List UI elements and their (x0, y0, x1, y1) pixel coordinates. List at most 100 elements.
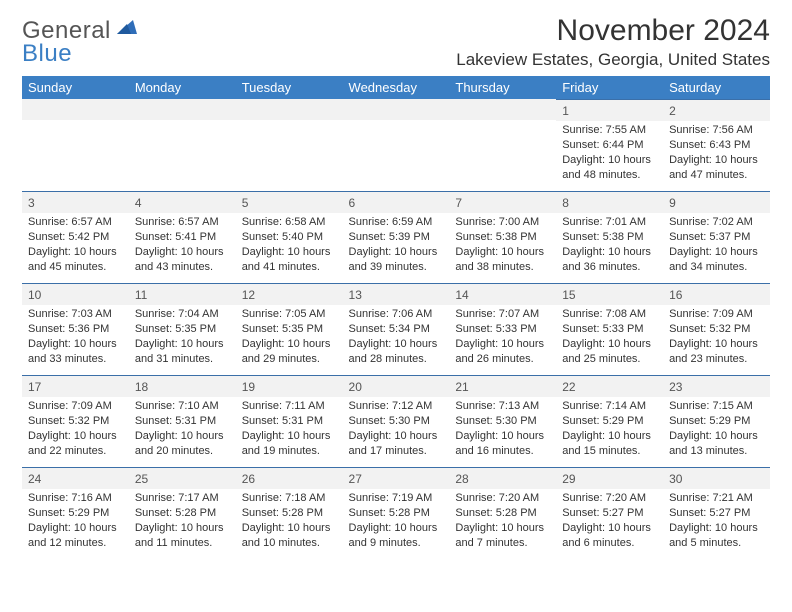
day-number: 5 (236, 191, 343, 213)
day-number-empty (22, 99, 129, 120)
location-text: Lakeview Estates, Georgia, United States (456, 50, 770, 70)
sunset-line: Sunset: 5:27 PM (669, 506, 764, 521)
sunset-line: Sunset: 5:40 PM (242, 230, 337, 245)
day-number: 2 (663, 99, 770, 121)
logo-word-blue: Blue (22, 43, 137, 66)
daylight-line: Daylight: 10 hours and 34 minutes. (669, 245, 764, 275)
daylight-line: Daylight: 10 hours and 9 minutes. (349, 521, 444, 551)
calendar-page: General Blue November 2024 Lakeview Esta… (0, 0, 792, 559)
sunset-line: Sunset: 5:35 PM (242, 322, 337, 337)
sunset-line: Sunset: 5:28 PM (349, 506, 444, 521)
day-number: 21 (449, 375, 556, 397)
sunset-line: Sunset: 5:33 PM (455, 322, 550, 337)
day-number: 24 (22, 467, 129, 489)
sunrise-line: Sunrise: 7:17 AM (135, 491, 230, 506)
day-details: Sunrise: 7:13 AMSunset: 5:30 PMDaylight:… (449, 397, 556, 462)
sunset-line: Sunset: 5:32 PM (669, 322, 764, 337)
sunrise-line: Sunrise: 7:08 AM (562, 307, 657, 322)
sunrise-line: Sunrise: 6:57 AM (135, 215, 230, 230)
day-details: Sunrise: 6:57 AMSunset: 5:42 PMDaylight:… (22, 213, 129, 278)
day-number: 20 (343, 375, 450, 397)
sunrise-line: Sunrise: 7:02 AM (669, 215, 764, 230)
calendar-cell (449, 99, 556, 191)
daylight-line: Daylight: 10 hours and 11 minutes. (135, 521, 230, 551)
calendar-week: 1Sunrise: 7:55 AMSunset: 6:44 PMDaylight… (22, 99, 770, 191)
calendar-cell: 2Sunrise: 7:56 AMSunset: 6:43 PMDaylight… (663, 99, 770, 191)
daylight-line: Daylight: 10 hours and 45 minutes. (28, 245, 123, 275)
sunrise-line: Sunrise: 7:00 AM (455, 215, 550, 230)
day-number: 9 (663, 191, 770, 213)
sunset-line: Sunset: 5:38 PM (455, 230, 550, 245)
daylight-line: Daylight: 10 hours and 13 minutes. (669, 429, 764, 459)
daylight-line: Daylight: 10 hours and 5 minutes. (669, 521, 764, 551)
day-details: Sunrise: 7:03 AMSunset: 5:36 PMDaylight:… (22, 305, 129, 370)
day-number: 11 (129, 283, 236, 305)
day-details: Sunrise: 7:19 AMSunset: 5:28 PMDaylight:… (343, 489, 450, 554)
sunrise-line: Sunrise: 7:20 AM (562, 491, 657, 506)
calendar-cell: 11Sunrise: 7:04 AMSunset: 5:35 PMDayligh… (129, 283, 236, 375)
calendar-cell: 21Sunrise: 7:13 AMSunset: 5:30 PMDayligh… (449, 375, 556, 467)
sunset-line: Sunset: 5:38 PM (562, 230, 657, 245)
day-number: 10 (22, 283, 129, 305)
calendar-week: 17Sunrise: 7:09 AMSunset: 5:32 PMDayligh… (22, 375, 770, 467)
day-details: Sunrise: 7:14 AMSunset: 5:29 PMDaylight:… (556, 397, 663, 462)
col-wednesday: Wednesday (343, 76, 450, 99)
day-details: Sunrise: 7:06 AMSunset: 5:34 PMDaylight:… (343, 305, 450, 370)
day-number: 30 (663, 467, 770, 489)
calendar-cell: 13Sunrise: 7:06 AMSunset: 5:34 PMDayligh… (343, 283, 450, 375)
day-details: Sunrise: 7:56 AMSunset: 6:43 PMDaylight:… (663, 121, 770, 186)
calendar-cell: 12Sunrise: 7:05 AMSunset: 5:35 PMDayligh… (236, 283, 343, 375)
calendar-cell: 14Sunrise: 7:07 AMSunset: 5:33 PMDayligh… (449, 283, 556, 375)
daylight-line: Daylight: 10 hours and 6 minutes. (562, 521, 657, 551)
calendar-table: Sunday Monday Tuesday Wednesday Thursday… (22, 76, 770, 559)
sunset-line: Sunset: 5:28 PM (455, 506, 550, 521)
day-details: Sunrise: 7:07 AMSunset: 5:33 PMDaylight:… (449, 305, 556, 370)
day-number: 27 (343, 467, 450, 489)
daylight-line: Daylight: 10 hours and 10 minutes. (242, 521, 337, 551)
calendar-week: 3Sunrise: 6:57 AMSunset: 5:42 PMDaylight… (22, 191, 770, 283)
day-details: Sunrise: 7:21 AMSunset: 5:27 PMDaylight:… (663, 489, 770, 554)
calendar-cell: 9Sunrise: 7:02 AMSunset: 5:37 PMDaylight… (663, 191, 770, 283)
calendar-cell: 19Sunrise: 7:11 AMSunset: 5:31 PMDayligh… (236, 375, 343, 467)
day-number: 19 (236, 375, 343, 397)
daylight-line: Daylight: 10 hours and 48 minutes. (562, 153, 657, 183)
sunrise-line: Sunrise: 7:01 AM (562, 215, 657, 230)
day-number: 1 (556, 99, 663, 121)
sail-icon (117, 20, 137, 34)
calendar-cell: 1Sunrise: 7:55 AMSunset: 6:44 PMDaylight… (556, 99, 663, 191)
day-number-empty (129, 99, 236, 120)
day-number: 25 (129, 467, 236, 489)
daylight-line: Daylight: 10 hours and 36 minutes. (562, 245, 657, 275)
col-friday: Friday (556, 76, 663, 99)
calendar-cell: 24Sunrise: 7:16 AMSunset: 5:29 PMDayligh… (22, 467, 129, 559)
calendar-cell: 26Sunrise: 7:18 AMSunset: 5:28 PMDayligh… (236, 467, 343, 559)
sunset-line: Sunset: 5:32 PM (28, 414, 123, 429)
day-details: Sunrise: 7:17 AMSunset: 5:28 PMDaylight:… (129, 489, 236, 554)
logo-text: General Blue (22, 20, 137, 66)
day-details: Sunrise: 7:15 AMSunset: 5:29 PMDaylight:… (663, 397, 770, 462)
calendar-cell: 30Sunrise: 7:21 AMSunset: 5:27 PMDayligh… (663, 467, 770, 559)
day-number: 22 (556, 375, 663, 397)
sunset-line: Sunset: 5:34 PM (349, 322, 444, 337)
sunset-line: Sunset: 5:29 PM (28, 506, 123, 521)
day-details: Sunrise: 7:11 AMSunset: 5:31 PMDaylight:… (236, 397, 343, 462)
day-details: Sunrise: 7:12 AMSunset: 5:30 PMDaylight:… (343, 397, 450, 462)
daylight-line: Daylight: 10 hours and 12 minutes. (28, 521, 123, 551)
day-details: Sunrise: 6:59 AMSunset: 5:39 PMDaylight:… (343, 213, 450, 278)
day-number: 28 (449, 467, 556, 489)
sunrise-line: Sunrise: 6:59 AM (349, 215, 444, 230)
calendar-cell: 15Sunrise: 7:08 AMSunset: 5:33 PMDayligh… (556, 283, 663, 375)
calendar-header-row: Sunday Monday Tuesday Wednesday Thursday… (22, 76, 770, 99)
daylight-line: Daylight: 10 hours and 26 minutes. (455, 337, 550, 367)
day-number: 18 (129, 375, 236, 397)
calendar-cell: 23Sunrise: 7:15 AMSunset: 5:29 PMDayligh… (663, 375, 770, 467)
calendar-cell (129, 99, 236, 191)
sunset-line: Sunset: 5:35 PM (135, 322, 230, 337)
sunset-line: Sunset: 5:30 PM (455, 414, 550, 429)
sunset-line: Sunset: 5:39 PM (349, 230, 444, 245)
calendar-cell: 4Sunrise: 6:57 AMSunset: 5:41 PMDaylight… (129, 191, 236, 283)
calendar-cell: 18Sunrise: 7:10 AMSunset: 5:31 PMDayligh… (129, 375, 236, 467)
sunrise-line: Sunrise: 7:05 AM (242, 307, 337, 322)
daylight-line: Daylight: 10 hours and 22 minutes. (28, 429, 123, 459)
day-number: 3 (22, 191, 129, 213)
